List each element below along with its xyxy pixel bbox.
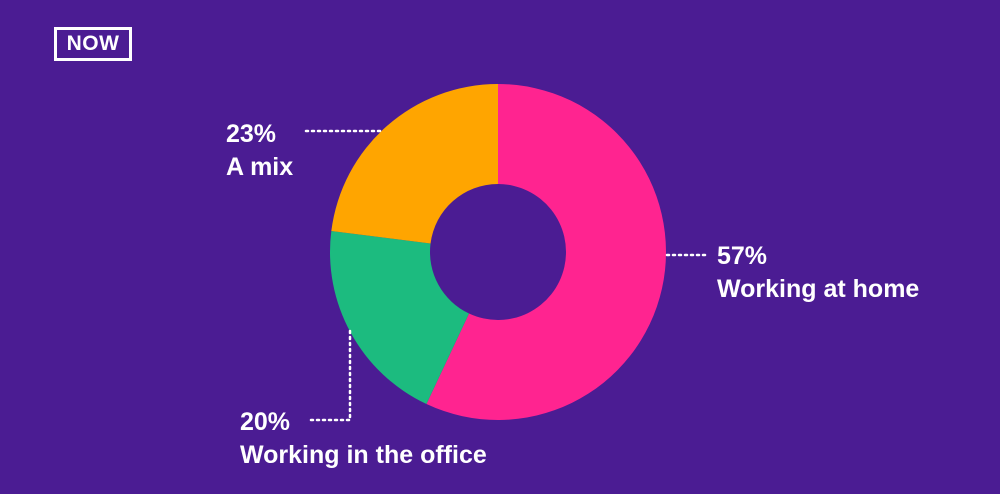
slice-value: 57% [717,242,768,270]
slice-label-working-in-the-office: 20% Working in the office [240,406,487,472]
slice-label-a-mix: 23% A mix [226,118,293,184]
slice-value: 23% [226,120,277,148]
slice-name: Working in the office [240,441,487,469]
donut-slice-working-at-home [426,84,666,420]
brand-logo: NOW [54,27,132,61]
slice-label-working-at-home: 57% Working at home [717,240,919,306]
donut-slice-working-in-the-office [330,230,470,405]
slice-name: A mix [226,153,294,181]
donut-slice-a-mix [331,84,498,244]
slice-name: Working at home [717,275,920,303]
leader-line-office [305,329,352,422]
slice-value: 20% [240,408,291,436]
